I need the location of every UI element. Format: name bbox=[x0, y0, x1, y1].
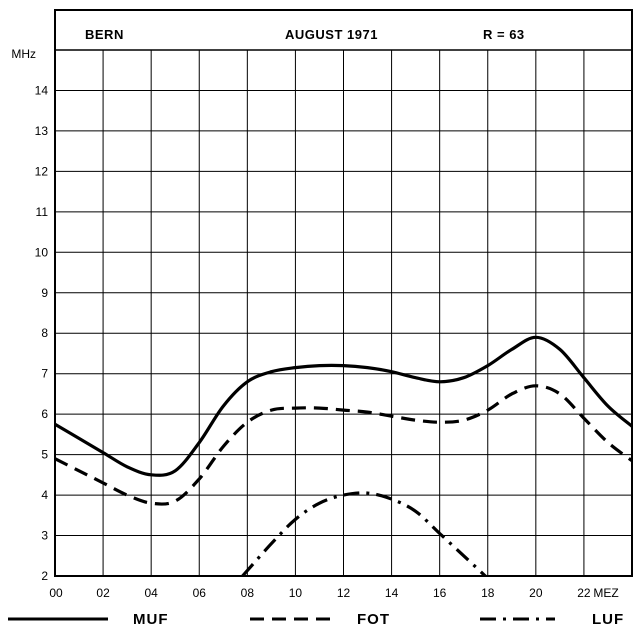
x-tick-label: 10 bbox=[289, 586, 303, 600]
y-tick-label: 9 bbox=[41, 286, 48, 300]
y-tick-label: 10 bbox=[35, 245, 49, 259]
y-tick-label: 4 bbox=[41, 488, 48, 502]
series-line-luf bbox=[241, 491, 487, 576]
y-tick-label: 3 bbox=[41, 529, 48, 543]
y-tick-label: 6 bbox=[41, 407, 48, 421]
x-tick-label: 04 bbox=[144, 586, 158, 600]
x-tick-label: 00 bbox=[49, 586, 63, 600]
y-tick-label: 7 bbox=[41, 367, 48, 381]
y-tick-label: 14 bbox=[35, 83, 49, 97]
header-sunspot-number: R = 63 bbox=[483, 27, 525, 42]
x-tick-labels: 00 02 04 06 08 10 12 14 16 18 20 22 bbox=[49, 586, 591, 600]
grid bbox=[55, 49, 632, 576]
x-tick-label: 12 bbox=[337, 586, 351, 600]
x-tick-label: 22 bbox=[577, 586, 591, 600]
y-tick-label: 2 bbox=[41, 569, 48, 583]
plot-frame bbox=[54, 9, 633, 577]
x-axis-unit-label: MEZ bbox=[593, 586, 618, 600]
x-tick-label: 18 bbox=[481, 586, 495, 600]
x-tick-label: 02 bbox=[96, 586, 110, 600]
y-axis-unit-label: MHz bbox=[11, 47, 36, 61]
y-tick-label: 5 bbox=[41, 448, 48, 462]
series-line-fot bbox=[55, 384, 632, 506]
legend: MUF FOT LUF bbox=[8, 611, 624, 627]
x-tick-label: 16 bbox=[433, 586, 447, 600]
chart-header: BERN AUGUST 1971 R = 63 bbox=[85, 27, 525, 42]
y-tick-label: 8 bbox=[41, 326, 48, 340]
x-tick-label: 14 bbox=[385, 586, 399, 600]
header-location: BERN bbox=[85, 27, 124, 42]
series-line-muf bbox=[55, 335, 632, 477]
legend-label-fot: FOT bbox=[357, 611, 390, 627]
y-tick-label: 13 bbox=[35, 124, 49, 138]
x-tick-label: 08 bbox=[241, 586, 255, 600]
data-series bbox=[55, 335, 632, 576]
x-tick-label: 20 bbox=[529, 586, 543, 600]
legend-label-luf: LUF bbox=[592, 611, 624, 627]
legend-label-muf: MUF bbox=[133, 611, 169, 627]
y-tick-labels: 2 3 4 5 6 7 8 9 10 11 12 13 14 bbox=[35, 83, 49, 583]
y-tick-label: 11 bbox=[36, 205, 49, 219]
x-tick-label: 06 bbox=[193, 586, 207, 600]
header-period: AUGUST 1971 bbox=[285, 27, 378, 42]
y-tick-label: 12 bbox=[35, 164, 49, 178]
